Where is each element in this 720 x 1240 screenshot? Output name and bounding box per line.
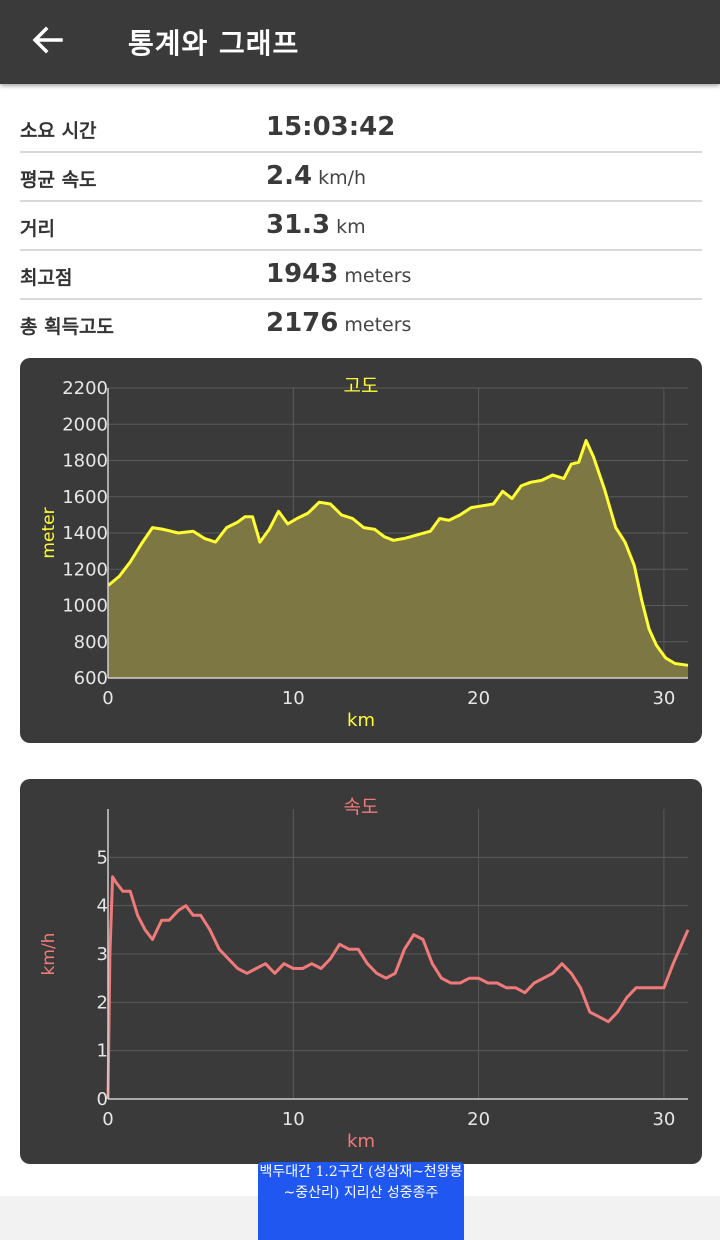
stat-value: 1943 meters: [266, 259, 411, 289]
y-tick-label: 2200: [62, 378, 108, 399]
stat-label: 거리: [20, 218, 55, 240]
stat-unit: km/h: [318, 167, 367, 189]
y-tick-label: 1: [97, 1041, 108, 1062]
elevation-line: [107, 439, 689, 667]
ad-banner-text: 백두대간 1.2구간 (성삼재~천왕봉~중산리) 지리산 성중종주: [259, 1164, 463, 1201]
stat-value: 2.4 km/h: [266, 161, 366, 191]
x-tick-label: 10: [282, 688, 305, 709]
y-tick-label: 2: [97, 992, 108, 1013]
elevation-area: [108, 440, 688, 678]
stat-label: 최고점: [20, 267, 73, 289]
chart-title: 고도: [344, 375, 379, 397]
y-tick-label: 5: [97, 847, 108, 868]
stat-value: 31.3 km: [266, 210, 366, 240]
x-tick-label: 10: [282, 1109, 305, 1130]
y-tick-label: 0: [97, 1089, 108, 1110]
back-button[interactable]: [20, 16, 76, 68]
page-title: 통계와 그래프: [128, 27, 300, 60]
x-tick-label: 30: [652, 1109, 675, 1130]
stat-label: 평균 속도: [20, 169, 97, 191]
y-tick-label: 1600: [62, 487, 108, 508]
app-bar: 통계와 그래프: [0, 0, 720, 84]
stat-row-distance: 거리 31.3 km: [20, 202, 702, 251]
speed-line: [106, 875, 690, 1100]
x-tick-label: 20: [467, 1109, 490, 1130]
stat-unit: meters: [344, 314, 412, 336]
x-tick-label: 20: [467, 688, 490, 709]
stat-number: 15:03:42: [266, 112, 396, 142]
stat-label: 소요 시간: [20, 120, 97, 142]
stat-number: 2.4: [266, 161, 313, 191]
stat-number: 1943: [266, 259, 339, 289]
y-tick-label: 600: [74, 668, 108, 689]
x-tick-label: 0: [102, 688, 113, 709]
y-tick-label: 1000: [62, 596, 108, 617]
x-tick-label: 30: [652, 688, 675, 709]
stat-row-max-elevation: 최고점 1943 meters: [20, 251, 702, 300]
stat-unit: meters: [344, 265, 412, 287]
stat-number: 2176: [266, 308, 339, 338]
y-tick-label: 800: [74, 632, 108, 653]
y-tick-label: 1400: [62, 523, 108, 544]
chart-title: 속도: [344, 796, 379, 818]
stat-unit: km: [336, 216, 366, 238]
stat-value: 2176 meters: [266, 308, 411, 338]
ad-banner[interactable]: 백두대간 1.2구간 (성삼재~천왕봉~중산리) 지리산 성중종주: [258, 1162, 464, 1240]
stats-list: 소요 시간 15:03:42 평균 속도 2.4 km/h 거리 31.3 km 최…: [20, 104, 702, 347]
y-axis-label: km/h: [39, 933, 59, 976]
x-tick-label: 0: [102, 1109, 113, 1130]
stat-label: 총 획득고도: [20, 316, 115, 338]
arrow-left-icon: [31, 25, 65, 59]
speed-chart: 0 10 20 30 0 1 2 3 4 5 속도 km km/h: [39, 796, 690, 1152]
y-tick-label: 1200: [62, 559, 108, 580]
stat-number: 31.3: [266, 210, 331, 240]
y-tick-label: 1800: [62, 451, 108, 472]
elevation-chart-card: 0 10 20 30 600 800 1000 1200 1400 1600 1800 2000 220…: [20, 358, 702, 743]
stat-row-elevation-gain: 총 획득고도 2176 meters: [20, 300, 702, 347]
y-axis-label: meter: [39, 507, 59, 558]
y-tick-label: 4: [97, 896, 108, 917]
x-axis-label: km: [347, 710, 375, 731]
stat-row-avg-speed: 평균 속도 2.4 km/h: [20, 153, 702, 202]
stat-row-duration: 소요 시간 15:03:42: [20, 104, 702, 153]
y-tick-label: 3: [97, 944, 108, 965]
x-axis-label: km: [347, 1131, 375, 1152]
speed-chart-card: 0 10 20 30 0 1 2 3 4 5 속도 km km/h: [20, 779, 702, 1164]
y-tick-label: 2000: [62, 414, 108, 435]
stat-value: 15:03:42: [266, 112, 395, 142]
elevation-chart: 0 10 20 30 600 800 1000 1200 1400 1600 1800 2000 220…: [39, 375, 689, 731]
